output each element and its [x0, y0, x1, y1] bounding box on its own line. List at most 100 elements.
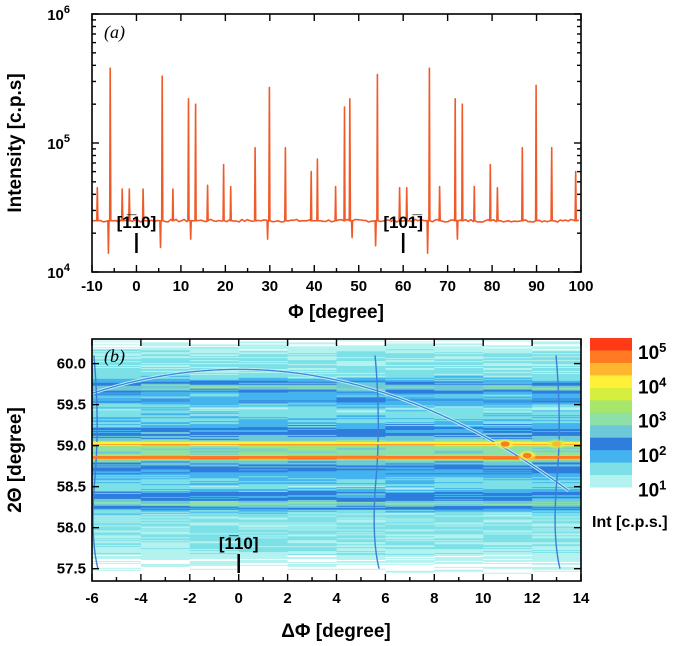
- heatmap-cell: [238, 481, 289, 484]
- heatmap-cell: [385, 398, 435, 401]
- x-axis-label-a: Φ [degree]: [288, 302, 384, 323]
- heatmap-cell: [140, 567, 191, 569]
- heatmap-cell: [189, 451, 240, 453]
- heatmap-cell: [336, 406, 386, 409]
- heatmap-cell: [287, 474, 338, 477]
- heatmap-cell: [336, 503, 386, 505]
- heatmap-cell: [189, 517, 240, 520]
- heatmap-cell: [483, 485, 533, 488]
- heatmap-cell: [336, 472, 386, 475]
- heatmap-cell: [140, 547, 191, 550]
- heatmap-cell: [140, 564, 191, 566]
- heatmap-cell: [434, 505, 484, 507]
- heatmap-cell: [92, 347, 142, 350]
- heatmap-cell: [532, 466, 581, 469]
- heatmap-cell: [483, 398, 533, 401]
- heatmap-cell: [238, 502, 289, 504]
- heatmap-cell: [140, 531, 191, 534]
- heatmap-cell: [238, 432, 289, 434]
- heatmap-cell: [483, 471, 533, 474]
- heatmap-cell: [140, 401, 191, 404]
- heatmap-cell: [336, 468, 386, 471]
- heatmap-cell: [532, 561, 581, 563]
- heatmap-cell: [385, 390, 435, 392]
- heatmap-cell: [336, 424, 386, 427]
- heatmap-cell: [532, 374, 581, 376]
- heatmap-cell: [385, 386, 435, 388]
- heatmap-cell: [336, 409, 386, 412]
- heatmap-cell: [140, 402, 191, 405]
- heatmap-cell: [287, 348, 338, 351]
- heatmap-cell: [238, 367, 289, 369]
- heatmap-cell: [336, 476, 386, 479]
- heatmap-cell: [483, 346, 533, 349]
- heatmap-cell: [434, 531, 484, 534]
- heatmap-cell: [140, 452, 191, 454]
- heatmap-cell: [385, 354, 435, 357]
- heatmap-cell: [483, 454, 533, 457]
- heatmap-cell: [92, 406, 142, 409]
- heatmap-cell: [385, 438, 435, 440]
- heatmap-cell: [238, 388, 289, 390]
- heatmap-cell: [287, 403, 338, 406]
- heatmap-cell: [385, 557, 435, 559]
- heatmap-cell: [532, 394, 581, 397]
- heatmap-cell: [92, 529, 142, 532]
- heatmap-cell: [140, 433, 191, 435]
- heatmap-cell: [238, 392, 289, 395]
- heatmap-cell: [385, 407, 435, 410]
- heatmap-cell: [483, 563, 533, 565]
- heatmap-cell: [434, 567, 484, 569]
- heatmap-cell: [336, 569, 386, 571]
- heatmap-cell: [385, 369, 435, 371]
- heatmap-cell: [385, 525, 435, 528]
- heatmap-cell: [336, 412, 386, 415]
- heatmap-cell: [336, 523, 386, 526]
- heatmap-cell: [92, 518, 142, 521]
- heatmap-cell: [189, 398, 240, 401]
- heatmap-cell: [385, 495, 435, 497]
- heatmap-cell: [238, 463, 289, 466]
- heatmap-cell: [434, 554, 484, 557]
- heatmap-cell: [483, 423, 533, 426]
- colorbar-swatch: [590, 437, 632, 451]
- heatmap-cell: [385, 373, 435, 375]
- heatmap-cell: [532, 418, 581, 421]
- x-tick-label-a: 30: [261, 278, 278, 295]
- heatmap-cell: [385, 447, 435, 449]
- heatmap-cell: [238, 529, 289, 532]
- heatmap-cell: [287, 363, 338, 366]
- heatmap-cell: [483, 419, 533, 422]
- heatmap-cell: [238, 545, 289, 548]
- heatmap-cell: [238, 373, 289, 375]
- heatmap-cell: [532, 576, 581, 578]
- heatmap-cell: [287, 544, 338, 547]
- heatmap-cell: [483, 570, 533, 572]
- heatmap-cell: [140, 556, 191, 558]
- heatmap-cell: [336, 463, 386, 466]
- heatmap-cell: [92, 447, 142, 449]
- heatmap-cell: [238, 530, 289, 533]
- heatmap-cell: [140, 366, 191, 368]
- heatmap-cell: [434, 497, 484, 499]
- heatmap-cell: [287, 472, 338, 475]
- heatmap-cell: [140, 345, 191, 348]
- heatmap-cell: [189, 523, 240, 526]
- heatmap-cell: [92, 503, 142, 505]
- heatmap-cell: [483, 400, 533, 403]
- heatmap-cell: [238, 532, 289, 535]
- heatmap-cell: [238, 363, 289, 366]
- heatmap-cell: [92, 342, 142, 345]
- heatmap-cell: [483, 504, 533, 506]
- heatmap-cell: [140, 487, 191, 490]
- heatmap-cell: [287, 528, 338, 531]
- heatmap-cell: [287, 379, 338, 381]
- heatmap-cell: [287, 350, 338, 353]
- heatmap-cell: [92, 493, 142, 495]
- heatmap-cell: [287, 464, 338, 467]
- heatmap-cell: [287, 476, 338, 479]
- heatmap-cell: [483, 437, 533, 439]
- heatmap-cell: [336, 481, 386, 484]
- heatmap-cell: [92, 356, 142, 359]
